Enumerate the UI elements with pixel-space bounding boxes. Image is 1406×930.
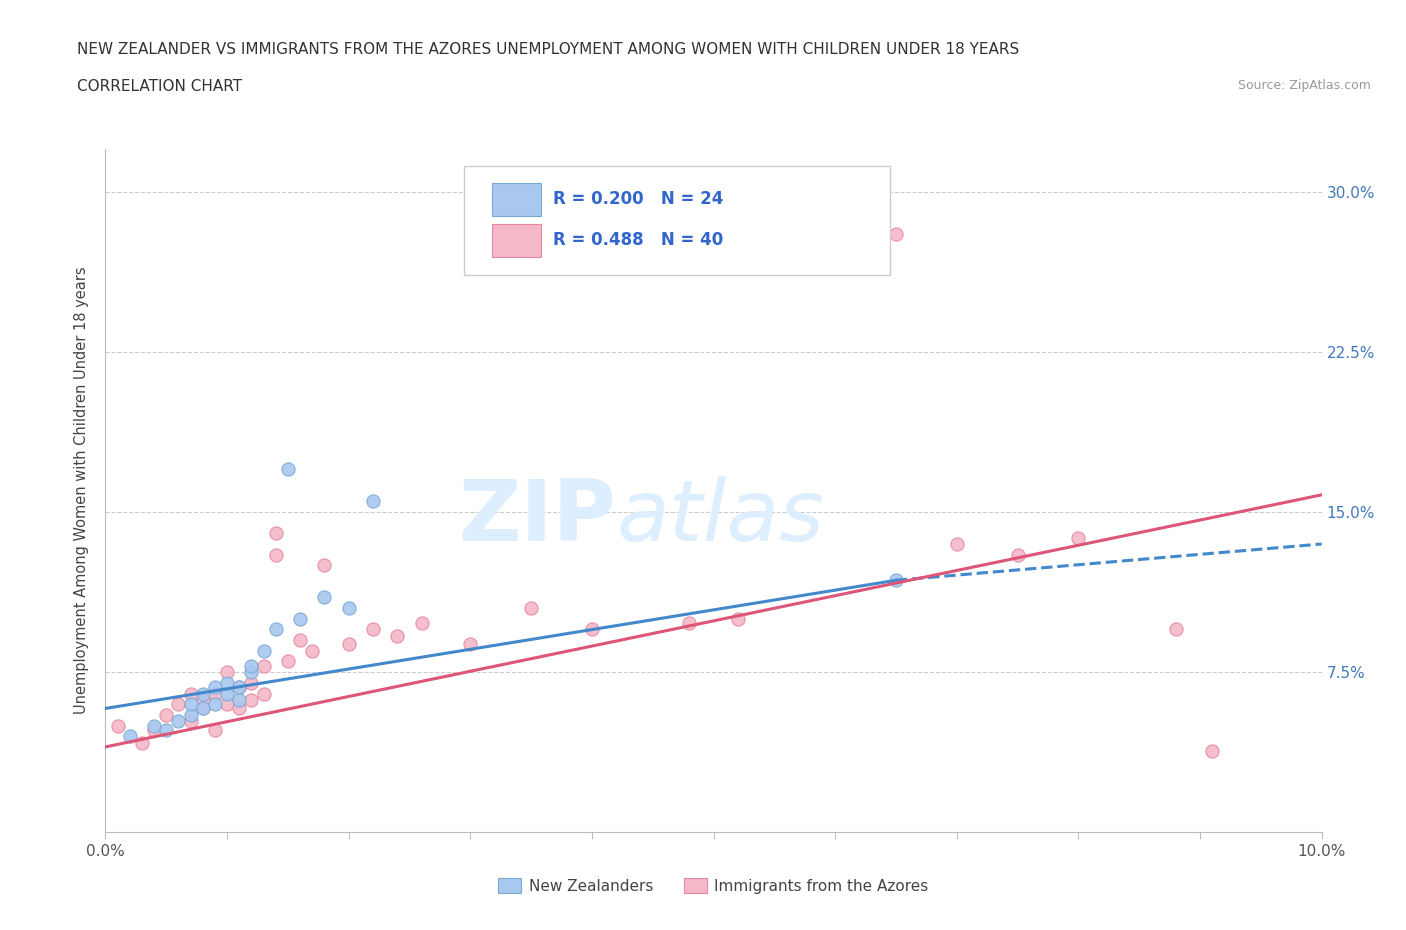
Point (204, 697, 226, 711)
Point (240, 675, 263, 690)
Text: R = 0.200   N = 24: R = 0.200 N = 24 (553, 191, 723, 208)
Point (337, 601, 360, 616)
Point (458, 637, 481, 652)
Point (252, 686, 274, 701)
Point (264, 547, 287, 562)
Point (240, 693, 263, 708)
Point (180, 686, 202, 701)
Point (1201, 744, 1223, 759)
Point (264, 622, 287, 637)
Text: ZIP: ZIP (458, 476, 616, 560)
Point (191, 701, 214, 716)
Text: Source: ZipAtlas.com: Source: ZipAtlas.com (1237, 79, 1371, 92)
Point (167, 714, 190, 729)
Point (387, 629, 409, 644)
Point (204, 680, 226, 695)
Point (118, 729, 141, 744)
Point (143, 723, 166, 737)
Point (288, 632, 311, 647)
Point (314, 590, 336, 604)
Point (884, 573, 907, 588)
Point (217, 665, 239, 680)
Point (288, 611, 311, 626)
Point (884, 227, 907, 242)
Point (361, 622, 384, 637)
Point (520, 601, 543, 616)
Point (131, 736, 153, 751)
Point (240, 658, 263, 673)
Point (217, 697, 239, 711)
Point (945, 537, 967, 551)
Point (240, 665, 263, 680)
Point (228, 693, 250, 708)
Point (277, 654, 299, 669)
Point (1007, 547, 1029, 562)
Point (228, 701, 250, 716)
Point (107, 718, 129, 733)
Point (581, 622, 603, 637)
Y-axis label: Unemployment Among Women with Children Under 18 years: Unemployment Among Women with Children U… (75, 267, 90, 714)
Point (727, 611, 749, 626)
FancyBboxPatch shape (492, 183, 541, 216)
Point (264, 525, 287, 540)
Point (191, 701, 214, 716)
Point (1067, 530, 1090, 545)
Point (204, 723, 226, 737)
Point (301, 644, 323, 658)
Point (155, 723, 177, 737)
Point (228, 680, 250, 695)
Point (252, 644, 274, 658)
Point (143, 718, 166, 733)
Point (217, 686, 239, 701)
Point (180, 708, 202, 723)
FancyBboxPatch shape (492, 224, 541, 257)
Point (180, 714, 202, 729)
Point (252, 658, 274, 673)
Point (204, 686, 226, 701)
Point (337, 637, 360, 652)
Point (277, 462, 299, 477)
Point (314, 558, 336, 573)
Point (361, 494, 384, 509)
Text: R = 0.488   N = 40: R = 0.488 N = 40 (553, 232, 723, 249)
Text: CORRELATION CHART: CORRELATION CHART (77, 79, 242, 94)
Point (217, 675, 239, 690)
Point (678, 616, 700, 631)
Point (180, 697, 202, 711)
Point (191, 693, 214, 708)
Text: NEW ZEALANDER VS IMMIGRANTS FROM THE AZORES UNEMPLOYMENT AMONG WOMEN WITH CHILDR: NEW ZEALANDER VS IMMIGRANTS FROM THE AZO… (77, 42, 1019, 57)
FancyBboxPatch shape (464, 166, 890, 275)
Point (228, 680, 250, 695)
Point (167, 697, 190, 711)
Legend: New Zealanders, Immigrants from the Azores: New Zealanders, Immigrants from the Azor… (492, 871, 935, 900)
Point (191, 686, 214, 701)
Point (155, 708, 177, 723)
Text: atlas: atlas (616, 476, 824, 560)
Point (411, 616, 433, 631)
Point (1164, 622, 1187, 637)
